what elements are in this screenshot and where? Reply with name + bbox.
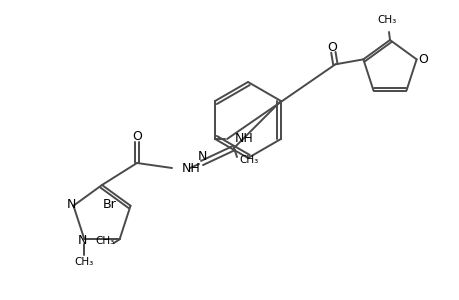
Text: NH: NH	[235, 133, 253, 146]
Text: N: N	[197, 149, 206, 163]
Text: CH₃: CH₃	[239, 155, 257, 165]
Text: CH₃: CH₃	[74, 257, 94, 267]
Text: CH₃: CH₃	[376, 15, 396, 25]
Text: NH: NH	[182, 161, 200, 175]
Text: CH₃: CH₃	[95, 236, 114, 246]
Text: N: N	[78, 234, 87, 247]
Text: O: O	[327, 41, 336, 54]
Text: O: O	[132, 130, 142, 142]
Text: N: N	[67, 198, 76, 211]
Text: Br: Br	[102, 198, 116, 211]
Text: O: O	[418, 53, 428, 66]
